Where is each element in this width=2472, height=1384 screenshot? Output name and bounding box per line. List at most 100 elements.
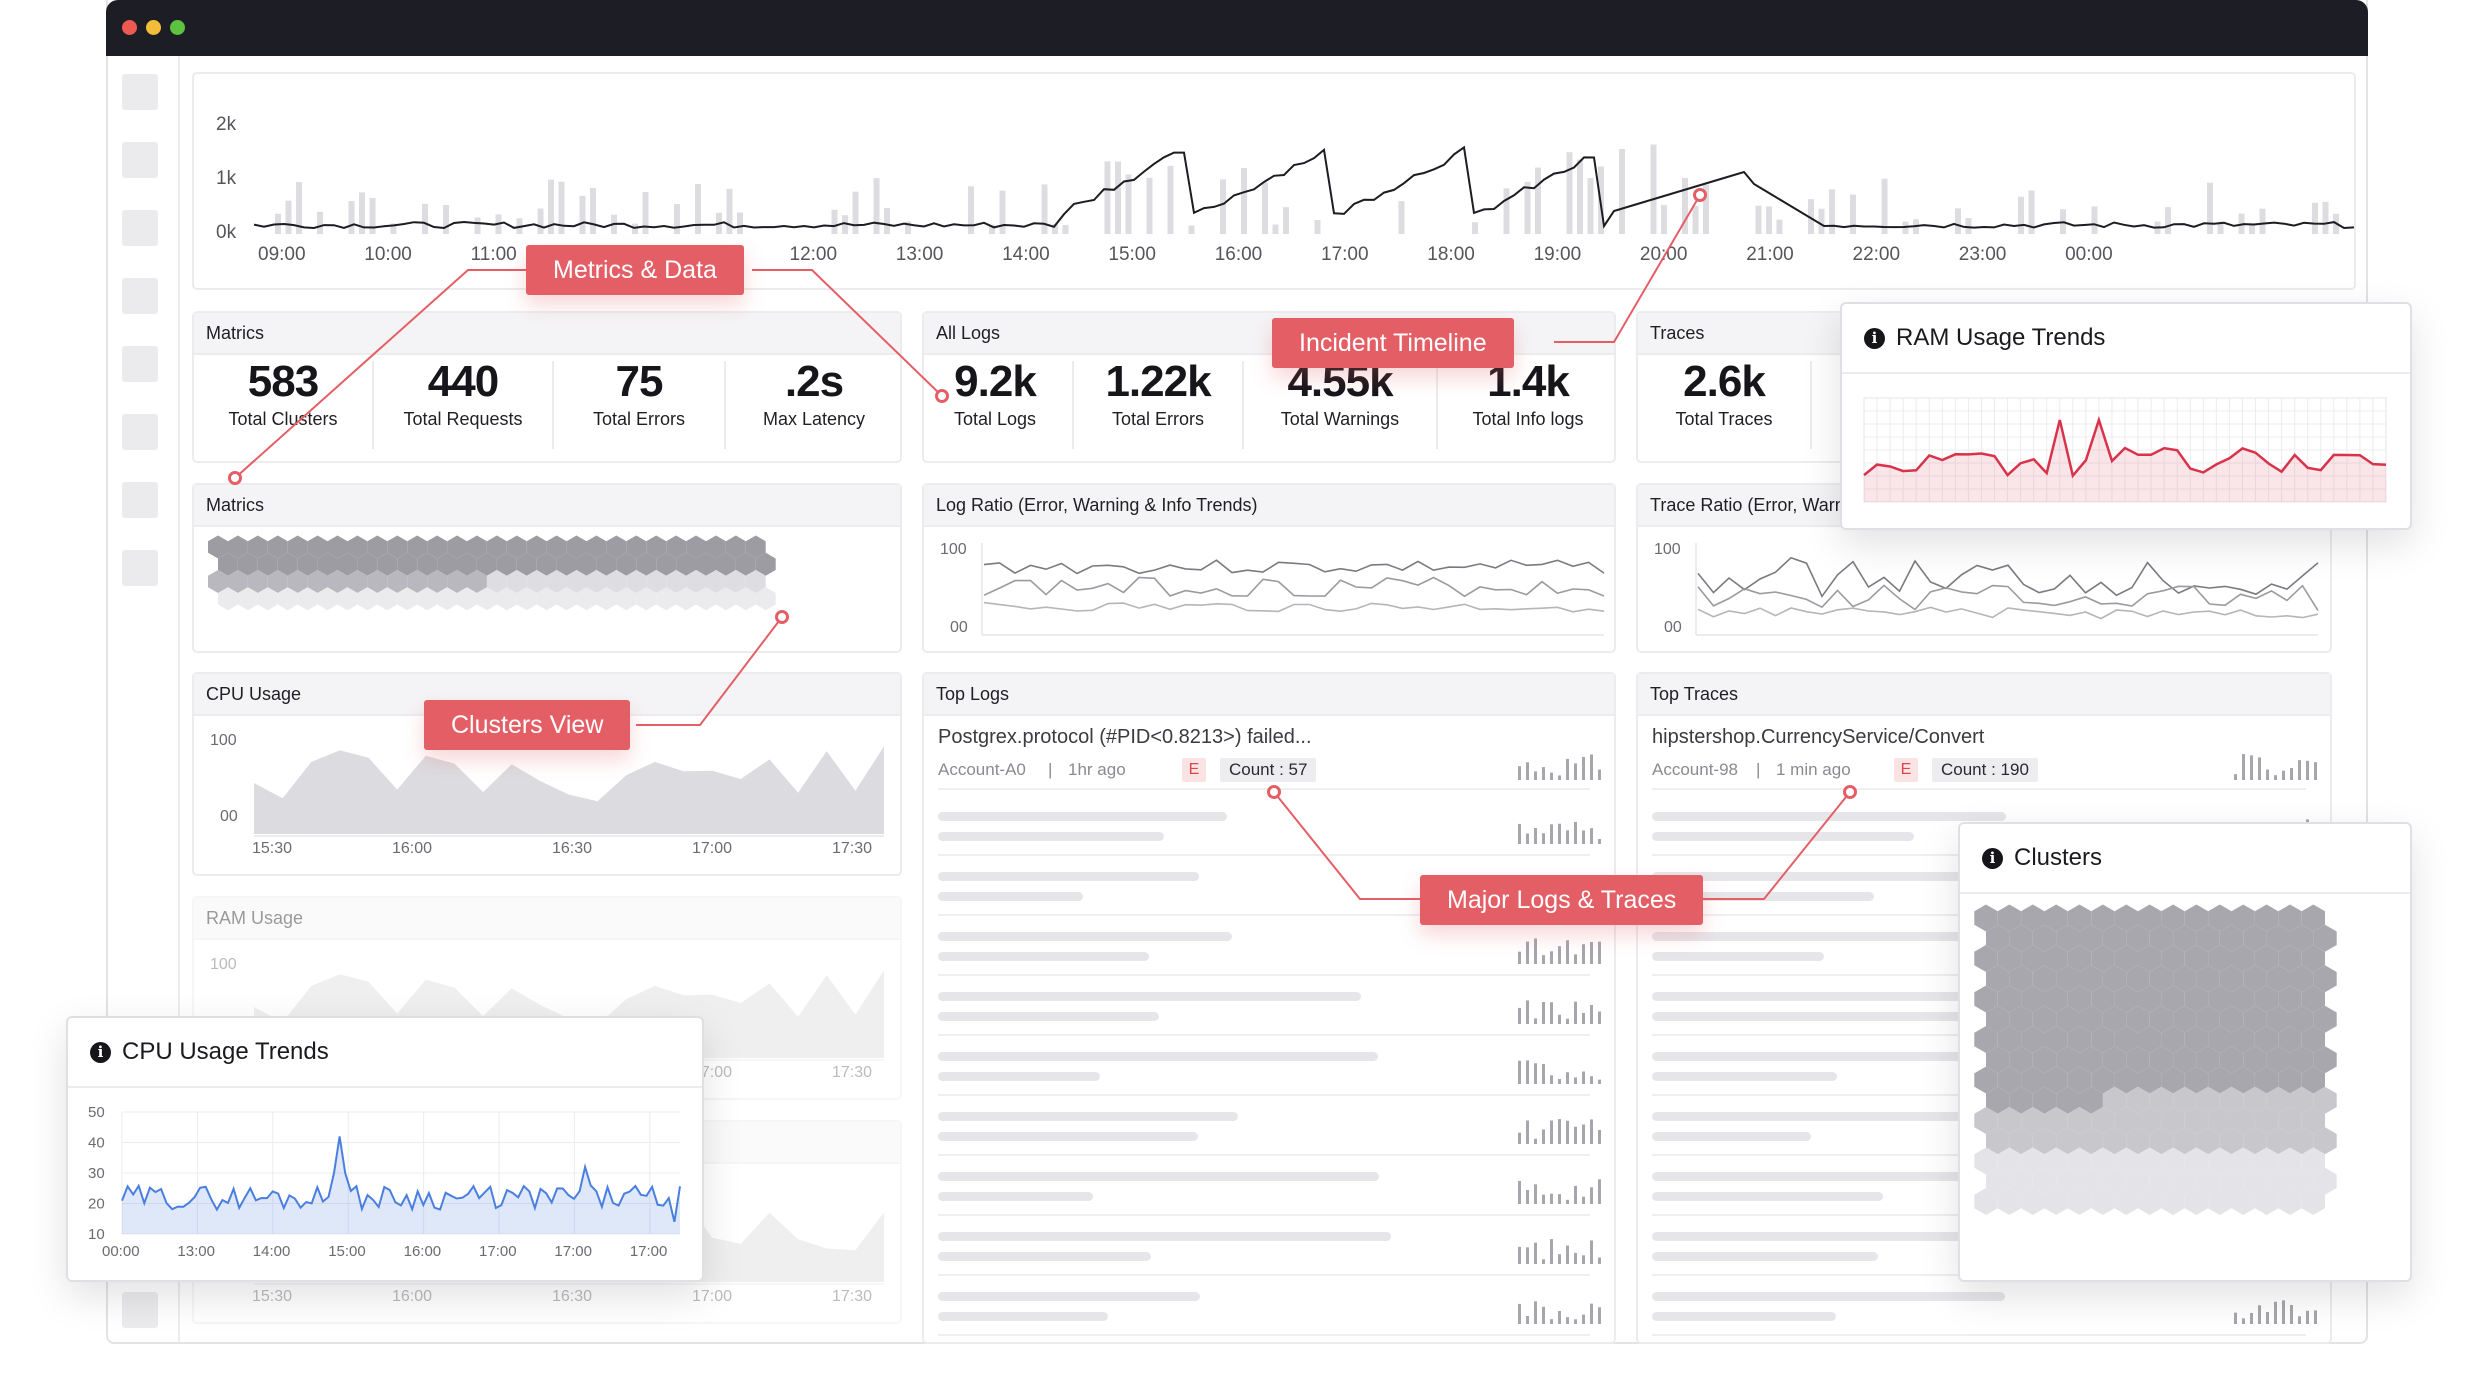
row-divider	[938, 914, 1590, 916]
timeline-bar	[632, 223, 638, 234]
cluster-hex	[1997, 1188, 2022, 1215]
cluster-hex	[2173, 1167, 2197, 1195]
top-traces-title: Top Traces	[1638, 674, 2330, 716]
cluster-hex	[277, 587, 298, 611]
sidebar-item-6[interactable]	[122, 414, 158, 450]
cluster-hex	[636, 587, 657, 611]
cluster-hex	[1974, 1147, 1998, 1175]
cluster-hex	[715, 587, 736, 611]
bottom-x-tick: 16:00	[392, 1288, 433, 1305]
stat-total-logs[interactable]: 9.2k Total Logs	[924, 357, 1066, 430]
sidebar-item-2[interactable]	[122, 142, 158, 178]
ram-trend-chart[interactable]	[1842, 304, 2414, 532]
trace-ratio-chart[interactable]	[1638, 485, 2334, 655]
cluster-hex	[257, 587, 278, 611]
sparkline-bar	[1558, 1194, 1561, 1204]
placeholder-title	[1652, 1172, 1968, 1181]
stat-total-errors[interactable]: 75 Total Errors	[554, 357, 724, 430]
cluster-hex	[2091, 945, 2115, 972]
info-icon[interactable]: i	[1982, 848, 2003, 869]
stat-value: 583	[247, 357, 319, 406]
cluster-hex	[2196, 1127, 2220, 1155]
sparkline-bar	[1526, 1120, 1529, 1144]
sidebar-item-4[interactable]	[122, 278, 158, 314]
sidebar-item-8[interactable]	[122, 550, 158, 586]
log-ratio-chart[interactable]	[924, 485, 1618, 655]
sparkline-bar	[1534, 771, 1537, 780]
cluster-hex	[1974, 904, 1998, 932]
cluster-hex	[2219, 1127, 2244, 1155]
sidebar-item-9[interactable]	[122, 1292, 158, 1328]
row-divider	[938, 1334, 1590, 1336]
stat-total-requests[interactable]: 440 Total Requests	[374, 357, 552, 430]
timeline-chart[interactable]	[194, 74, 2358, 292]
info-icon[interactable]: i	[1864, 328, 1885, 349]
cluster-hex	[1986, 965, 2010, 993]
close-window-button[interactable]	[122, 20, 137, 35]
clusters-card-hex-grid[interactable]	[1960, 892, 2414, 1284]
cluster-hex	[2079, 1046, 2103, 1074]
sparkline-bar	[1582, 756, 1585, 780]
cluster-hex	[2009, 1167, 2033, 1195]
sparkline-bar	[1574, 1252, 1577, 1264]
placeholder-meta	[1652, 1252, 1878, 1261]
stat-total-log-errors[interactable]: 1.22k Total Errors	[1074, 357, 1242, 430]
stat-total-traces[interactable]: 2.6k Total Traces	[1638, 357, 1810, 430]
timeline-bar	[2207, 182, 2213, 234]
cluster-hex	[247, 535, 268, 559]
cluster-hex	[208, 535, 228, 559]
sparkline-bar	[1534, 1138, 1537, 1144]
cluster-hex	[2208, 1107, 2232, 1134]
sidebar-item-3[interactable]	[122, 210, 158, 246]
row-sparkline	[1518, 1000, 1601, 1024]
timeline-bar	[1104, 161, 1111, 234]
log-entry-title[interactable]: Postgrex.protocol (#PID<0.8213>) failed.…	[938, 726, 1312, 748]
cluster-hex	[725, 570, 746, 593]
cluster-hex	[486, 535, 507, 559]
cluster-hex	[2126, 924, 2150, 952]
cluster-hex	[696, 552, 716, 576]
log-entry-separator: |	[1048, 760, 1053, 779]
cluster-hex	[2301, 1147, 2325, 1175]
timeline-bar	[2259, 208, 2266, 234]
trace-entry-title[interactable]: hipstershop.CurrencyService/Convert	[1652, 726, 1985, 748]
cluster-hex	[437, 587, 457, 611]
maximize-window-button[interactable]	[170, 20, 185, 35]
info-icon[interactable]: i	[90, 1042, 111, 1063]
cluster-hex	[2173, 1127, 2197, 1155]
cpu-usage-chart[interactable]	[194, 674, 904, 878]
sparkline-bar	[1566, 1018, 1569, 1024]
cluster-hex	[2114, 945, 2138, 972]
clusters-hex-grid[interactable]	[194, 525, 904, 655]
cluster-hex	[347, 535, 368, 559]
stat-total-info-logs[interactable]: 1.4k Total Info logs	[1438, 357, 1618, 430]
timeline-bar	[1146, 177, 1153, 234]
cluster-hex	[496, 552, 517, 576]
stat-max-latency[interactable]: .2s Max Latency	[726, 357, 902, 430]
placeholder-meta	[1652, 1012, 1974, 1021]
sidebar-item-1[interactable]	[122, 74, 158, 110]
timeline-bar	[1808, 199, 1814, 234]
clusters-card-title: Clusters	[1960, 824, 2410, 894]
sidebar-item-7[interactable]	[122, 482, 158, 518]
cpu-area	[122, 1136, 680, 1234]
ram-x-tick: 17:30	[832, 1064, 873, 1081]
timeline-line	[253, 145, 2355, 230]
top-logs-title: Top Logs	[924, 674, 1614, 716]
ram-usage-trends-card: i RAM Usage Trends	[1840, 302, 2412, 530]
row-divider	[938, 1274, 1590, 1276]
cluster-hex	[1997, 1107, 2022, 1134]
cluster-hex	[2301, 985, 2325, 1013]
cluster-hex	[2313, 1167, 2337, 1195]
minimize-window-button[interactable]	[146, 20, 161, 35]
cluster-hex	[347, 570, 368, 593]
sparkline-bar	[1574, 1319, 1577, 1324]
metrics-panel-title: Matrics	[194, 313, 900, 355]
timeline-bar	[422, 203, 428, 234]
sidebar-item-5[interactable]	[122, 346, 158, 382]
stat-total-clusters[interactable]: 583 Total Clusters	[194, 357, 372, 430]
callout-metrics-data: Metrics & Data	[526, 245, 744, 295]
sparkline-bar	[1590, 1187, 1593, 1204]
timeline-bar	[579, 195, 586, 234]
